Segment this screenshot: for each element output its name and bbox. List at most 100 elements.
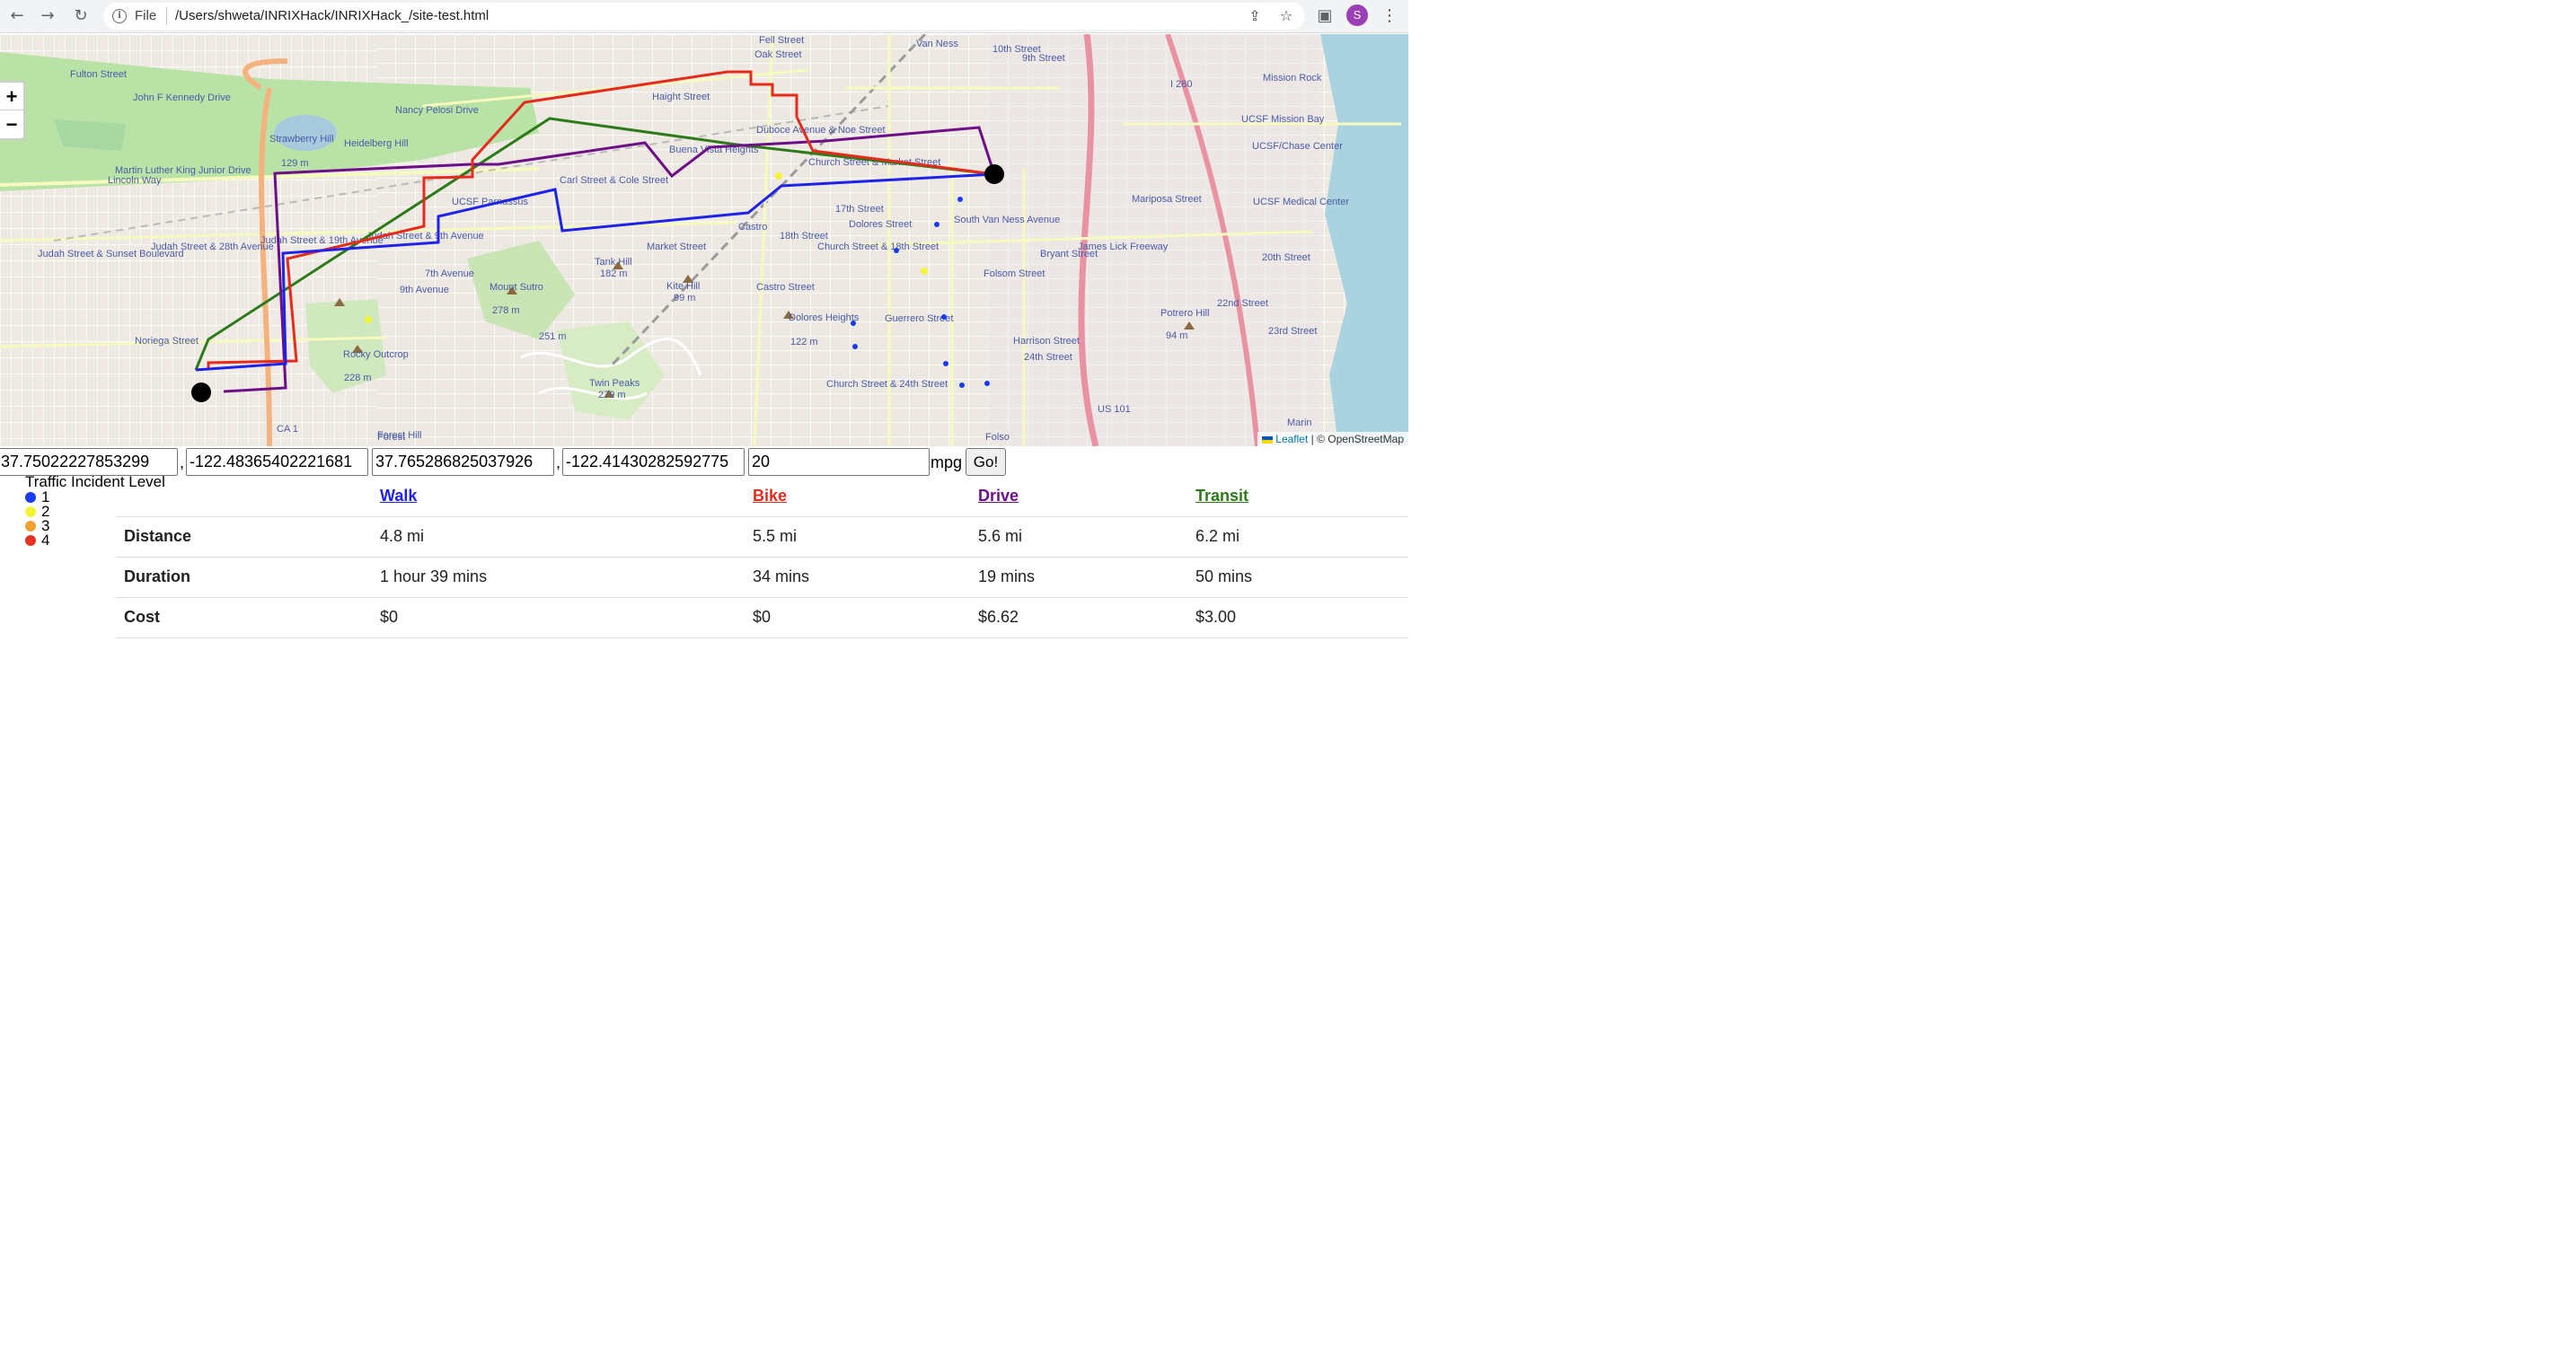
table-row: Duration 1 hour 39 mins 34 mins 19 mins 50 m…: [116, 557, 1408, 598]
start-lat-input[interactable]: [0, 448, 178, 476]
info-icon[interactable]: i: [112, 9, 127, 23]
back-arrow-icon[interactable]: ←: [10, 6, 24, 25]
map-place-label: 10th Street: [992, 44, 1041, 55]
map-place-label: 228 m: [344, 373, 372, 383]
legend-dot-icon: [25, 506, 36, 517]
map-place-label: UCSF/Chase Center: [1252, 141, 1343, 152]
leaflet-link[interactable]: Leaflet: [1275, 433, 1309, 445]
map-place-label: UCSF Medical Center: [1253, 197, 1349, 207]
zoom-out-button[interactable]: −: [5, 113, 18, 136]
mpg-input[interactable]: [748, 448, 930, 476]
map-place-label: 9th Avenue: [400, 285, 449, 295]
row-label: Duration: [116, 557, 372, 598]
end-lat-input[interactable]: [372, 448, 554, 476]
map-place-label: Fulton Street: [70, 69, 127, 80]
legend-dot-icon: [25, 492, 36, 503]
map-place-label: 278 m: [492, 305, 520, 316]
map-place-label: Dolores Street: [849, 219, 912, 230]
map-place-label: Harrison Street: [1013, 336, 1080, 347]
route-map[interactable]: Fulton Street Fell Street Oak Street Haight…: [0, 34, 1408, 446]
side-panel-icon[interactable]: ▣: [1317, 6, 1333, 25]
map-place-label: Duboce Avenue & Noe Street: [756, 125, 886, 136]
map-attribution: Leaflet | © OpenStreetMap: [1257, 432, 1408, 446]
map-place-label: 122 m: [790, 337, 818, 347]
drive-route: [223, 126, 996, 393]
table-row: Cost $0 $0 $6.62 $3.00: [116, 597, 1408, 638]
bike-header: Bike: [745, 476, 970, 517]
forward-arrow-icon[interactable]: →: [40, 6, 55, 25]
walk-header: Walk: [372, 476, 745, 517]
table-cell: $6.62: [970, 597, 1187, 638]
zoom-in-button[interactable]: +: [0, 83, 23, 110]
table-cell: 50 mins: [1187, 557, 1408, 598]
map-place-label: Castro: [738, 222, 767, 233]
legend-level-label: 1: [41, 488, 50, 505]
address-bar[interactable]: i File /Users/shweta/INRIXHack/INRIXHack…: [103, 3, 1305, 30]
go-button[interactable]: Go!: [966, 448, 1006, 476]
table-cell: 5.6 mi: [970, 516, 1187, 558]
zoom-control: + −: [0, 81, 25, 140]
map-place-label: 99 m: [674, 293, 695, 303]
map-place-label: Folso: [985, 432, 1010, 443]
start-marker: [191, 382, 211, 402]
walk-route: [195, 172, 995, 372]
transit-route: [194, 117, 995, 371]
share-icon[interactable]: ⇪: [1248, 7, 1261, 24]
map-place-label: Martin Luther King Junior Drive: [115, 165, 251, 176]
reload-icon[interactable]: ↻: [74, 6, 88, 25]
map-place-label: 251 m: [539, 331, 567, 342]
url-text[interactable]: /Users/shweta/INRIXHack/INRIXHack_/site-…: [175, 8, 490, 23]
bike-route: [207, 70, 995, 368]
map-place-label: I 280: [1170, 79, 1192, 90]
walk-route-link[interactable]: Walk: [380, 486, 418, 505]
map-place-label: Heidelberg Hill: [344, 138, 409, 149]
table-row: Distance 4.8 mi 5.5 mi 5.6 mi 6.2 mi: [116, 516, 1408, 558]
end-lng-input[interactable]: [562, 448, 745, 476]
comma-separator: ,: [556, 453, 561, 471]
table-header-row: Walk Bike Drive Transit: [116, 476, 1408, 517]
table-corner-cell: [116, 476, 372, 517]
map-place-label: Noriega Street: [135, 336, 198, 347]
browser-toolbar: ← → ↻ i File /Users/shweta/INRIXHack/INR…: [0, 0, 1408, 33]
map-place-label: Carl Street & Cole Street: [560, 175, 668, 186]
map-place-label: Forest Hill: [377, 430, 422, 441]
bike-route-link[interactable]: Bike: [753, 486, 788, 505]
map-place-label: 182 m: [600, 268, 628, 279]
map-place-label: Mariposa Street: [1132, 194, 1202, 205]
legend-item: 1: [25, 488, 165, 505]
start-lng-input[interactable]: [186, 448, 368, 476]
map-place-label: 94 m: [1166, 330, 1187, 341]
kebab-menu-icon[interactable]: ⋮: [1381, 6, 1398, 25]
table-cell: $0: [745, 597, 970, 638]
table-cell: $0: [372, 597, 745, 638]
table-cell: 34 mins: [745, 557, 970, 598]
map-place-label: Bryant Street: [1040, 249, 1098, 259]
map-place-label: John F Kennedy Drive: [133, 92, 231, 103]
drive-route-link[interactable]: Drive: [978, 486, 1019, 505]
map-place-label: US 101: [1098, 404, 1131, 415]
map-place-label: Church Street & 24th Street: [826, 379, 948, 390]
table-cell: 6.2 mi: [1187, 516, 1408, 558]
map-place-label: 9th Street: [1022, 53, 1065, 64]
map-place-label: 23rd Street: [1268, 326, 1317, 337]
map-place-label: Judah Street & 28th Avenue: [151, 242, 274, 252]
legend-dot-icon: [25, 521, 36, 532]
map-place-label: Potrero Hill: [1160, 308, 1209, 319]
route-comparison-table: Walk Bike Drive Transit Distance 4.8 mi 5.…: [116, 476, 1408, 638]
map-place-label: Market Street: [647, 242, 706, 252]
bookmark-star-icon[interactable]: ☆: [1279, 7, 1293, 24]
map-place-label: Folsom Street: [984, 268, 1045, 279]
map-place-label: 279 m: [598, 390, 626, 400]
profile-avatar[interactable]: S: [1346, 4, 1368, 26]
transit-route-link[interactable]: Transit: [1195, 486, 1249, 505]
map-place-label: Nancy Pelosi Drive: [395, 105, 479, 116]
address-divider: [166, 7, 167, 25]
map-place-label: Haight Street: [652, 92, 710, 102]
legend-level-label: 2: [41, 503, 50, 520]
map-place-label: Mount Sutro: [490, 282, 543, 293]
osm-attribution-text[interactable]: | © OpenStreetMap: [1308, 433, 1404, 445]
table-cell: 19 mins: [970, 557, 1187, 598]
map-place-label: Twin Peaks: [589, 378, 640, 389]
map-place-label: 7th Avenue: [425, 268, 474, 279]
map-place-label: Dolores Heights: [789, 312, 860, 323]
